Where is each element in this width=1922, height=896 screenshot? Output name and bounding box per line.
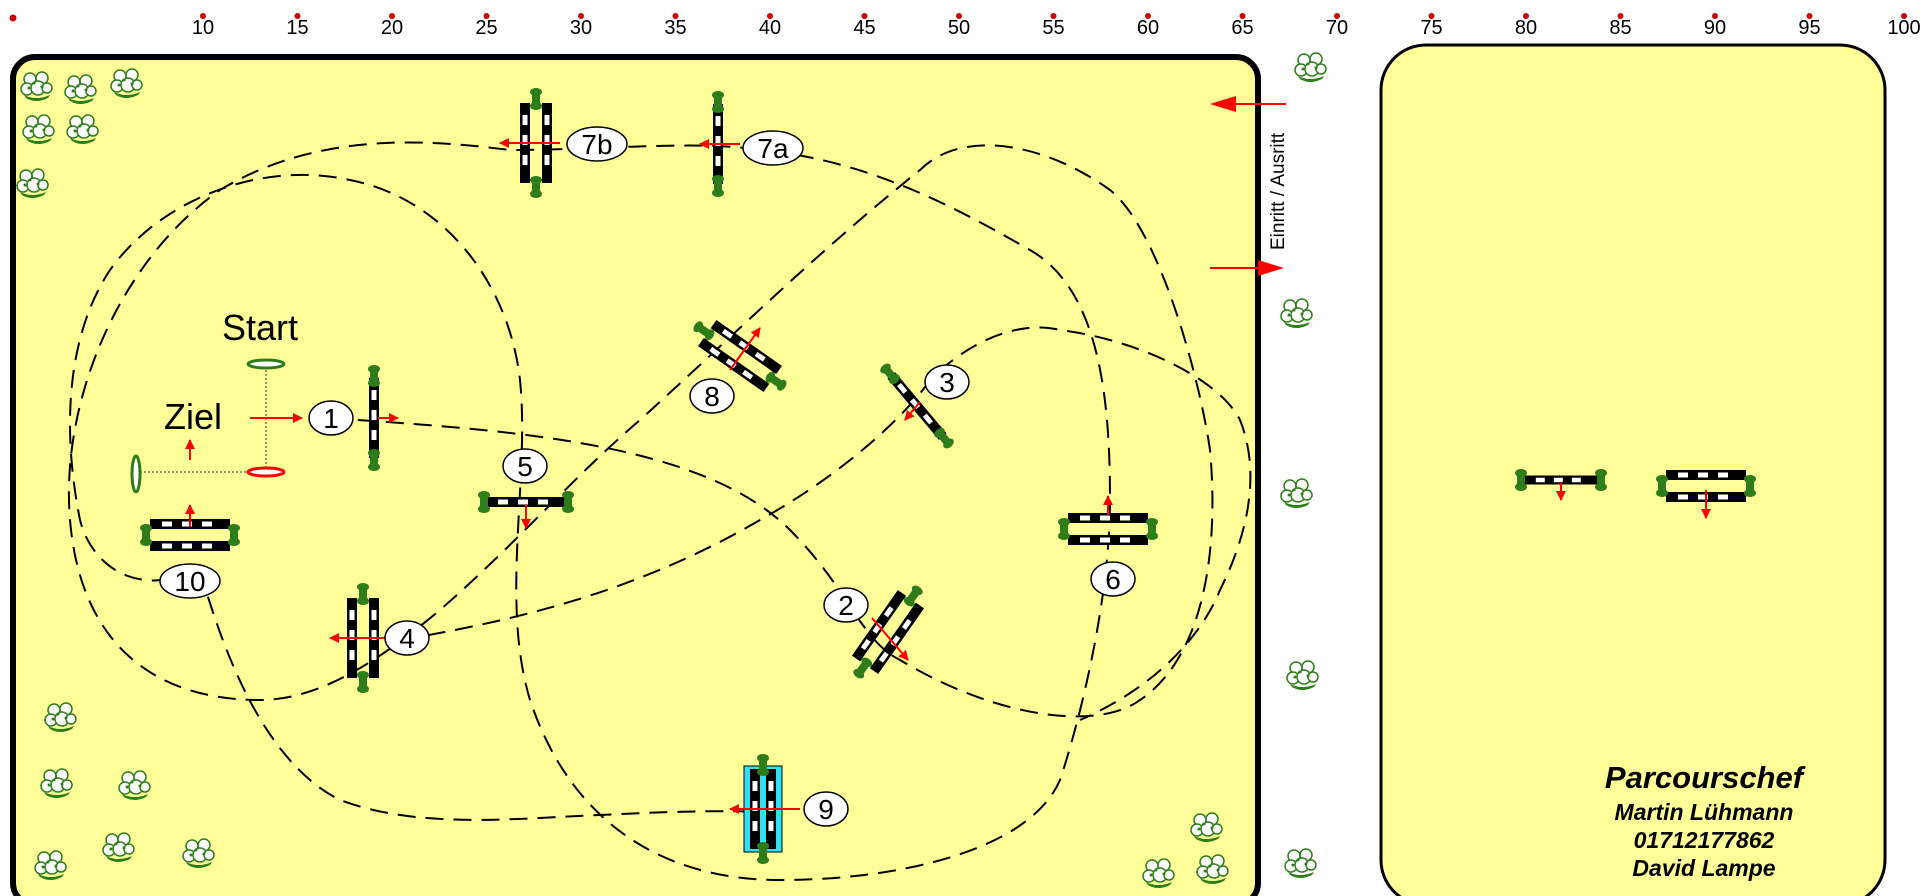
obstacle-label-9: 9 [803,791,849,827]
ruler-origin-dot [9,14,17,22]
ruler-tick-label: 100 [1887,17,1920,39]
course-credits: Parcourschef Martin Lühmann 01712177862 … [1605,760,1806,881]
direction-arrow-icon [904,401,921,421]
route-path-loop [399,326,1252,721]
obstacle-label-3: 3 [924,364,970,400]
ruler-tick-label: 20 [381,17,403,39]
ruler-tick-label: 25 [475,17,497,39]
warmup-ground [1379,43,1887,896]
entrance-exit: Einritt / Ausritt [1210,96,1289,276]
ruler-tick-dot [1806,13,1813,19]
obstacle-label-1: 1 [308,400,354,436]
ruler-tick-dot [389,13,395,19]
svg-text:3: 3 [939,367,955,398]
obstacle-label-7b: 7b [566,126,628,162]
svg-text:1: 1 [323,403,339,434]
obstacle-label-6: 6 [1090,561,1136,597]
obstacles [140,88,1158,864]
svg-text:7b: 7b [581,129,612,160]
ruler-tick-label: 10 [192,17,214,39]
arena-ground [10,54,1261,896]
ruler-tick-dot [956,13,962,19]
obstacle-label-10: 10 [159,563,221,599]
ruler-tick-dot [200,13,206,19]
obstacle-label-2: 2 [823,587,869,623]
ruler-tick-dot [1901,13,1907,19]
shrub-icon [1280,478,1313,509]
finish-label: Ziel [164,396,222,437]
credits-title: Parcourschef [1605,760,1806,795]
warmup-obstacles [1515,469,1756,519]
entrance-arrow-icon [1258,260,1284,276]
ruler-tick-dot [672,13,679,19]
ruler-tick-dot [1428,13,1435,19]
obstacle-label-7a: 7a [742,130,804,166]
shrub-icon [1284,848,1317,879]
svg-text:10: 10 [174,566,205,597]
obstacle-labels: 1 2 3 4 5 6 7a 7b [159,126,1136,827]
shrub-icon [1280,298,1313,329]
ruler-tick-label: 70 [1326,17,1348,39]
ruler-tick-dot [1050,13,1057,19]
finish-marker [130,454,142,494]
route-path [68,141,1214,882]
svg-text:7a: 7a [757,133,789,164]
ruler-tick-dot [483,13,490,19]
obstacle-label-5: 5 [502,448,548,484]
top-ruler: 10 15 20 25 30 35 40 45 50 55 60 65 70 75 80 85 90 95 100 [9,13,1921,39]
start-marker-right [246,466,286,478]
ruler-tick-label: 15 [286,17,308,39]
svg-text:8: 8 [704,381,720,412]
ruler-tick-label: 50 [948,17,970,39]
ruler-tick-label: 80 [1515,17,1537,39]
ruler-tick-dot [1523,13,1529,19]
obstacle-label-4: 4 [384,620,430,656]
ruler-tick-dot [1145,13,1151,19]
ruler-tick-label: 30 [570,17,592,39]
obstacle-label-8: 8 [689,378,735,414]
ruler-tick-label: 95 [1798,17,1820,39]
svg-text:9: 9 [818,794,834,825]
entrance-label: Einritt / Ausritt [1268,132,1289,250]
ruler-tick-dot [861,13,868,19]
ruler-tick-dot [578,13,584,19]
ruler-tick-dot [1617,13,1624,19]
entrance-arrow-icon [1210,96,1236,112]
svg-text:4: 4 [399,623,415,654]
ruler-tick-label: 85 [1609,17,1631,39]
ruler-tick-dot [1334,13,1340,19]
shrub-icon [1294,52,1327,83]
start-marker-left [246,358,286,370]
route-path-finish [199,569,761,821]
ruler-tick-label: 75 [1420,17,1442,39]
svg-text:2: 2 [838,590,854,621]
ruler-tick-label: 35 [664,17,686,39]
riding-route [68,141,1252,882]
start-finish: Start Ziel [130,307,303,494]
direction-arrow-icon [871,617,909,661]
warmup-arena [1379,43,1887,896]
ruler-tick-dot [294,13,301,19]
main-arena [10,54,1261,896]
start-label: Start [222,307,298,348]
credits-phone: 01712177862 [1634,827,1775,853]
ruler-tick-dot [1712,13,1718,19]
ruler-tick-label: 55 [1042,17,1064,39]
ruler-tick-label: 60 [1137,17,1159,39]
ruler-tick-dot [767,13,773,19]
ruler-tick-label: 45 [853,17,875,39]
ruler-tick-label: 90 [1704,17,1726,39]
credits-designer: Martin Lühmann [1615,799,1794,825]
svg-text:5: 5 [517,451,533,482]
credits-assistant: David Lampe [1632,855,1775,881]
svg-text:6: 6 [1105,564,1121,595]
ruler-tick-label: 65 [1231,17,1253,39]
shrub-icon [1286,660,1319,691]
ruler-tick-dot [1239,13,1246,19]
ruler-tick-label: 40 [759,17,781,39]
direction-arrow-icon [729,327,761,371]
